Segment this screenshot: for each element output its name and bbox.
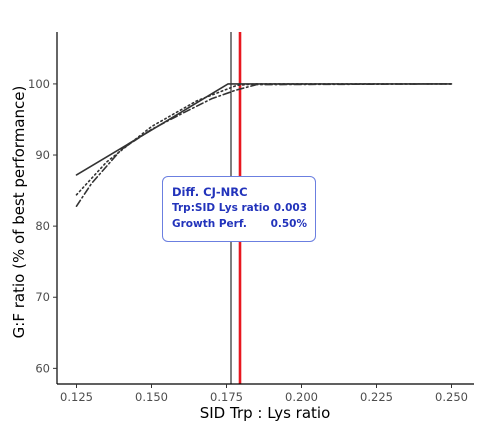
annotation-row: Trp:SID Lys ratio 0.003 [172,200,307,216]
x-tick-label: 0.225 [360,390,393,404]
annotation-row-label: Growth Perf. [172,218,247,230]
y-tick-label: 90 [35,148,50,162]
y-tick-label: 70 [35,290,50,304]
y-tick-label: 60 [35,361,50,375]
annotation-row: Growth Perf. 0.50% [172,216,307,232]
series-layer [75,83,453,207]
y-tick-label: 100 [28,77,50,91]
annotation-row-value: 0.003 [273,202,307,214]
annotation-title: Diff. CJ-NRC [172,185,248,199]
y-axis-title: G:F ratio (% of best performance) [10,86,28,339]
x-tick-label: 0.175 [210,390,243,404]
x-tick-label: 0.150 [135,390,168,404]
annotation-row-value: 0.50% [270,218,307,230]
x-tick-label: 0.250 [435,390,468,404]
x-axis-ticks: 0.125 0.150 0.175 0.200 0.225 0.250 [60,384,468,404]
x-tick-label: 0.125 [60,390,93,404]
annotation-box: Diff. CJ-NRC Trp:SID Lys ratio 0.003 Gro… [162,176,316,242]
series-line-dashdot [75,83,453,207]
x-tick-label: 0.200 [285,390,318,404]
series-line-solid [75,83,453,176]
y-axis-ticks: 60 70 80 90 100 [28,77,57,375]
annotation-row-label: Trp:SID Lys ratio [172,202,270,214]
x-axis-title: SID Trp : Lys ratio [200,404,331,422]
y-tick-label: 80 [35,219,50,233]
